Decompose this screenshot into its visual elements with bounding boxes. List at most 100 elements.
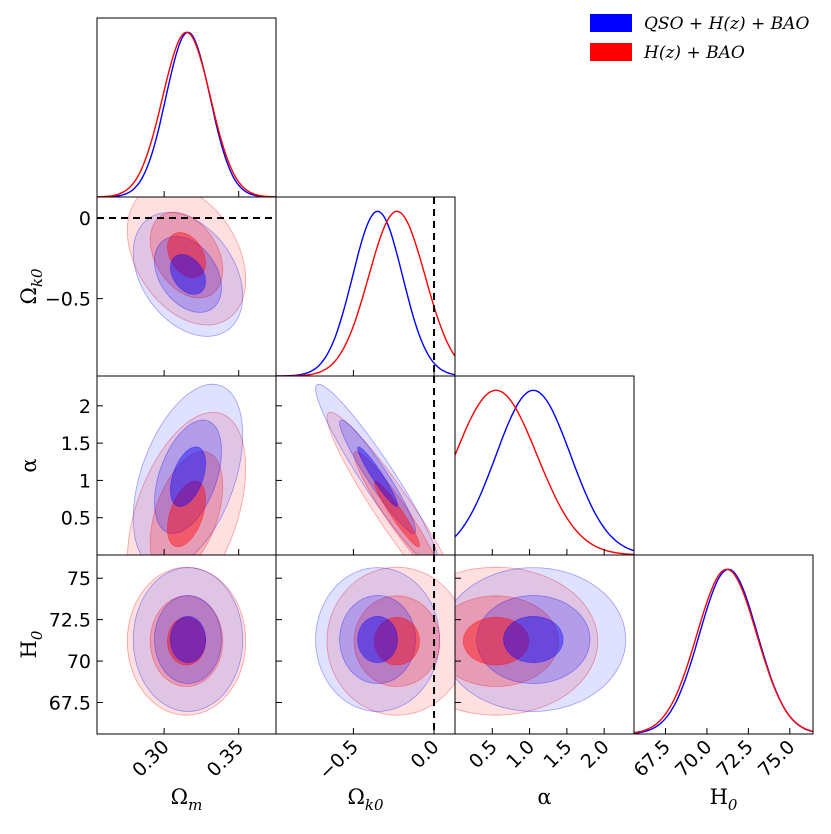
x-tick-label-ok: 0.0	[407, 736, 444, 773]
contour-1sigma-om-h0-series-0	[169, 615, 207, 664]
contour-3sigma-ok-h0-series-1	[326, 566, 455, 716]
legend-label-hz-bao: H(z) + BAO	[643, 43, 745, 63]
contour-2sigma-om-ok-series-0	[153, 235, 222, 313]
y-tick-label-al: 2	[79, 396, 91, 418]
contour-3sigma-om-ok-series-1	[126, 197, 247, 326]
contour-3sigma-ok-al-series-0	[315, 383, 439, 555]
contour-2sigma-al-h0-series-0	[476, 594, 591, 685]
contour-1sigma-al-h0-series-1	[462, 616, 530, 666]
contour-1sigma-ok-h0-series-0	[357, 615, 399, 664]
marginal-curve-al-series-1	[455, 389, 634, 555]
contour-3sigma-al-h0-series-0	[455, 567, 627, 712]
contour-3sigma-om-al-series-0	[132, 383, 244, 555]
panel-plot-area	[276, 197, 455, 376]
panel-ok-vs-ok	[275, 196, 456, 377]
panel-h0-vs-ok: −0.5 0.0	[275, 554, 456, 784]
y-tick-label-al: 0.5	[61, 508, 91, 530]
panel-om-vs-om	[96, 17, 277, 198]
marginal-curve-al-series-0	[455, 389, 634, 552]
contour-3sigma-om-h0-series-1	[126, 566, 247, 716]
x-tick-label-h0: 67.5	[630, 736, 675, 781]
panel-plot-area	[97, 31, 276, 197]
legend: QSO + H(z) + BAO H(z) + BAO	[590, 14, 809, 63]
panel-plot-area	[455, 389, 634, 555]
y-tick-label-h0: 75	[67, 568, 91, 590]
contour-1sigma-ok-al-series-0	[357, 446, 399, 507]
contour-1sigma-ok-al-series-1	[373, 480, 420, 548]
y-tick-label-h0: 67.5	[49, 693, 91, 715]
contour-1sigma-om-ok-series-0	[169, 253, 207, 295]
panel-frame	[633, 554, 814, 735]
panel-ok-vs-om: −0.5 0	[45, 196, 277, 377]
contour-3sigma-om-al-series-1	[127, 411, 247, 555]
contour-2sigma-ok-al-series-1	[353, 451, 435, 555]
panel-plot-area	[634, 568, 813, 734]
panel-plot-area	[127, 383, 247, 555]
marginal-curve-ok-series-0	[276, 210, 455, 376]
contour-2sigma-om-h0-series-0	[153, 594, 222, 685]
x-tick-label-al: 1.5	[539, 736, 576, 773]
x-tick-label-ok: −0.5	[315, 736, 363, 784]
contour-2sigma-om-h0-series-1	[149, 595, 224, 687]
contour-2sigma-om-al-series-0	[153, 419, 222, 534]
y-axis-title-h0: H0	[17, 630, 46, 658]
contour-1sigma-om-al-series-1	[166, 480, 207, 548]
legend-label-qso-hz-bao: QSO + H(z) + BAO	[644, 14, 809, 34]
contour-2sigma-om-ok-series-1	[149, 211, 224, 299]
marginal-curve-h0-series-0	[634, 568, 813, 734]
legend-swatch-hz-bao	[590, 43, 632, 61]
y-axis-title-ok: Ωk0	[17, 268, 46, 305]
panel-h0-vs-h0: 67.570.072.575.0	[630, 554, 814, 781]
x-tick-label-h0: 70.0	[671, 736, 716, 781]
panel-h0-vs-om: 0.30 0.35 67.5 70 72.5 75	[49, 554, 277, 781]
y-axis-title-al: α	[17, 458, 41, 472]
panel-al-vs-al	[454, 375, 635, 556]
contour-1sigma-ok-h0-series-1	[373, 616, 420, 666]
panel-plot-area	[97, 197, 276, 337]
panel-frame	[454, 375, 635, 556]
contour-2sigma-ok-al-series-0	[339, 419, 417, 534]
marginal-curve-h0-series-1	[634, 568, 813, 734]
legend-swatch-qso-hz-bao	[590, 14, 632, 32]
x-tick-label-h0: 75.0	[754, 736, 799, 781]
panel-grid: −0.5 0 0.5 1 1.5 2 0.30 0.35 67.5 70 72.5 75 −0.5 0.0…	[17, 17, 814, 814]
y-tick-label-h0: 70	[67, 651, 91, 673]
x-tick-label-al: 1.0	[502, 736, 539, 773]
contour-2sigma-om-al-series-1	[149, 451, 224, 555]
x-tick-label-h0: 72.5	[712, 736, 757, 781]
marginal-curve-om-series-0	[97, 31, 276, 197]
marginal-curve-om-series-1	[97, 31, 276, 197]
x-tick-label-om: 0.35	[203, 736, 248, 781]
panel-plot-area	[455, 566, 627, 716]
panel-plot-area	[315, 376, 445, 555]
contour-1sigma-om-ok-series-1	[166, 232, 207, 278]
contour-3sigma-om-ok-series-0	[132, 211, 244, 337]
panel-al-vs-ok	[275, 375, 456, 556]
contour-3sigma-ok-al-series-1	[326, 411, 445, 555]
contour-2sigma-ok-h0-series-0	[339, 594, 417, 685]
contour-2sigma-ok-h0-series-1	[353, 595, 441, 687]
y-tick-label-h0: 72.5	[49, 610, 91, 632]
contour-3sigma-om-h0-series-0	[132, 567, 244, 712]
contour-3sigma-ok-h0-series-0	[315, 567, 441, 712]
panel-al-vs-om: 0.5 1 1.5 2	[61, 375, 277, 556]
panel-plot-area	[315, 555, 455, 734]
contour-1sigma-om-al-series-0	[169, 446, 207, 507]
marginal-curve-ok-series-1	[276, 210, 455, 376]
x-axis-title-om: Ωm	[171, 785, 203, 814]
contour-2sigma-al-h0-series-1	[455, 595, 559, 687]
panel-frame	[96, 17, 277, 198]
contour-3sigma-al-h0-series-1	[455, 566, 599, 716]
y-tick-label-al: 1.5	[61, 433, 91, 455]
x-axis-title-h0: H0	[710, 785, 738, 814]
x-tick-label-om: 0.30	[128, 736, 173, 781]
y-tick-label-ok: 0	[79, 208, 91, 230]
x-axis-title-al: α	[537, 785, 551, 809]
x-tick-label-al: 0.5	[465, 736, 502, 773]
contour-1sigma-om-h0-series-1	[166, 616, 207, 666]
y-tick-label-ok: −0.5	[45, 289, 91, 311]
x-tick-label-al: 2.0	[577, 736, 614, 773]
y-tick-label-al: 1	[79, 470, 91, 492]
contour-1sigma-al-h0-series-0	[503, 615, 564, 664]
